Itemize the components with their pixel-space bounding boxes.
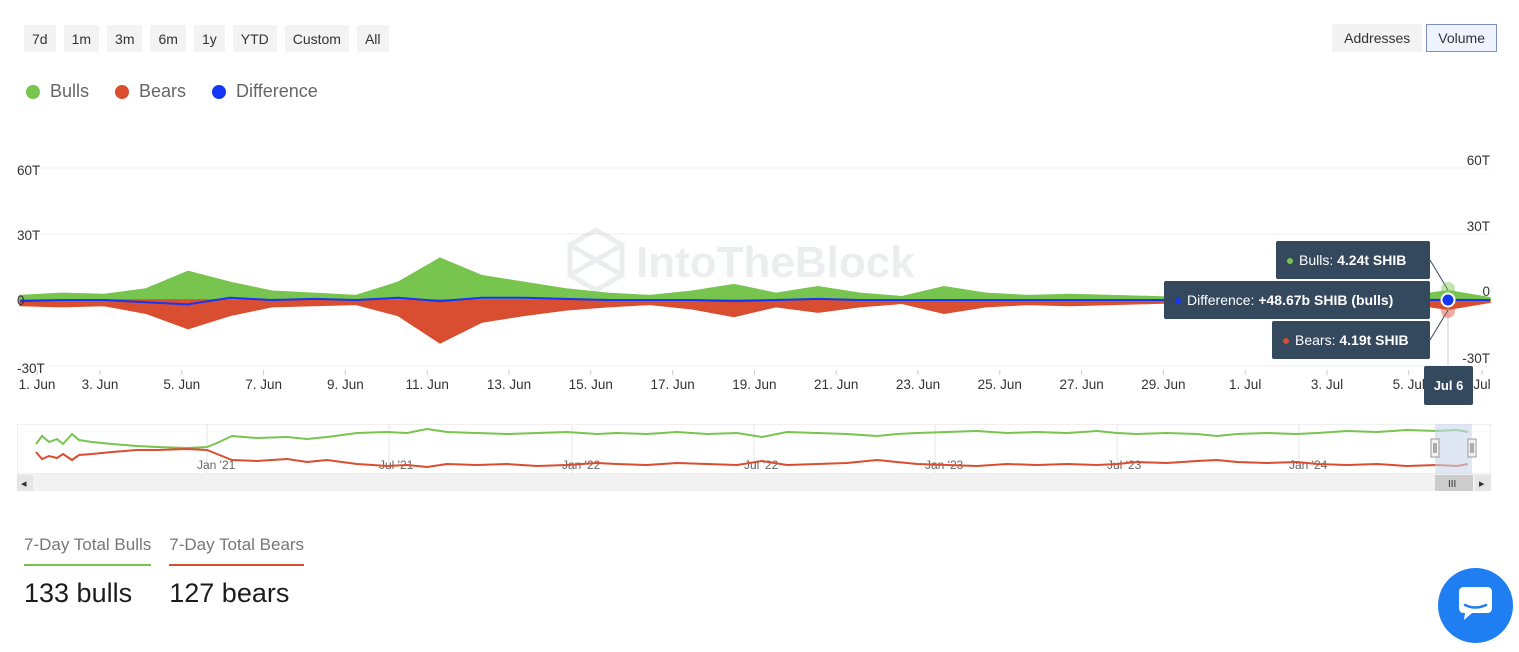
y-left-tick: 30T <box>17 228 40 243</box>
tooltip-bears: Bears: 4.19t SHIB <box>1272 321 1430 359</box>
navigator-selection[interactable] <box>1435 424 1472 474</box>
x-tick-label: 21. Jun <box>814 377 858 392</box>
y-right-tick: -30T <box>1462 351 1490 366</box>
scroll-right-button[interactable] <box>1475 475 1491 491</box>
legend-bulls[interactable]: Bulls <box>26 81 89 102</box>
range-3m-button[interactable]: 3m <box>107 25 143 52</box>
difference-dot-icon <box>1175 298 1181 305</box>
range-custom-button[interactable]: Custom <box>284 25 349 52</box>
navigator-bulls-line <box>35 427 1469 450</box>
x-tick-label: 5. Jul <box>1393 377 1425 392</box>
tooltip-bulls-value: 4.24t SHIB <box>1337 252 1407 268</box>
x-tick-label: 11. Jun <box>406 377 449 392</box>
y-right-tick: 0 <box>1482 284 1490 299</box>
x-tick-label: 19. Jun <box>732 377 776 392</box>
chat-bubble-icon <box>1459 587 1492 620</box>
y-axis-left: 60T 30T 0 -30T <box>17 163 45 376</box>
legend-bears-label: Bears <box>139 81 187 101</box>
tooltip-difference: Difference: +48.67b SHIB (bulls) <box>1164 281 1430 319</box>
range-selector: 7d 1m 3m 6m 1y YTD Custom All <box>24 25 389 52</box>
x-tick-label: 13. Jun <box>487 377 531 392</box>
range-all-button[interactable]: All <box>356 25 389 52</box>
scrollbar-track[interactable] <box>17 475 1491 491</box>
x-tick-label: 3. Jun <box>82 377 119 392</box>
navigator[interactable]: Jan '21 Jul '21 Jan '22 Jul '22 Jan '23 … <box>17 424 1491 492</box>
watermark-text: IntoTheBlock <box>636 238 915 287</box>
legend-bears[interactable]: Bears <box>115 81 186 102</box>
y-left-tick: 0 <box>17 293 25 308</box>
bulls-dot-icon <box>1287 258 1293 265</box>
x-tick-label: 27. Jun <box>1059 377 1103 392</box>
bulls-stat-label: 7-Day Total Bulls <box>24 535 152 566</box>
watermark-logo: IntoTheBlock <box>567 227 915 293</box>
range-1m-button[interactable]: 1m <box>63 25 100 52</box>
x-tick-label: 7. Jun <box>245 377 282 392</box>
x-tick-label: 17. Jun <box>650 377 694 392</box>
bears-dot-icon <box>115 84 130 99</box>
navigator-bears-line <box>35 447 1469 469</box>
bears-hover-marker <box>1441 304 1455 318</box>
tooltip-bulls: Bulls: 4.24t SHIB <box>1276 241 1430 279</box>
legend-difference[interactable]: Difference <box>212 81 318 102</box>
bulls-hover-marker <box>1441 282 1455 296</box>
tooltip-bears-label: Bears: <box>1295 332 1336 348</box>
scrollbar-thumb[interactable] <box>1435 475 1473 491</box>
bears-stat-label: 7-Day Total Bears <box>169 535 305 566</box>
range-1y-button[interactable]: 1y <box>193 25 225 52</box>
legend-difference-label: Difference <box>236 81 318 101</box>
bears-stat-value: 127 bears <box>169 578 290 608</box>
x-tick-label: 1. Jun <box>19 377 56 392</box>
bulls-dot-icon <box>26 84 40 99</box>
y-right-tick: 60T <box>1467 153 1490 168</box>
scroll-left-arrow-icon: ◂ <box>21 477 27 490</box>
difference-hover-marker <box>1440 292 1456 308</box>
x-tick-label: 23. Jun <box>896 377 940 392</box>
bears-dot-icon <box>1283 338 1289 345</box>
scroll-right-arrow-icon: ▸ <box>1479 477 1485 490</box>
range-6m-button[interactable]: 6m <box>150 25 186 52</box>
bulls-stat: 7-Day Total Bulls 133 bulls <box>24 535 152 609</box>
y-left-tick: 60T <box>17 163 40 178</box>
tooltip-bears-value: 4.19t SHIB <box>1339 332 1409 348</box>
chat-button[interactable] <box>1438 568 1513 643</box>
tooltip-connectors <box>1429 259 1449 341</box>
navigator-label: Jan '21 <box>197 458 236 472</box>
navigator-right-handle[interactable] <box>1467 438 1477 458</box>
x-tick-label: 15. Jun <box>569 377 613 392</box>
difference-dot-icon <box>212 84 227 99</box>
bears-stat: 7-Day Total Bears 127 bears <box>169 535 305 609</box>
x-tick-label: 5. Jun <box>163 377 200 392</box>
x-tick-label: 3. Jul <box>1311 377 1343 392</box>
x-tick-label: 29. Jun <box>1141 377 1185 392</box>
x-tick-label: 1. Jul <box>1229 377 1261 392</box>
legend-bulls-label: Bulls <box>50 81 90 101</box>
mode-toggle: Addresses Volume <box>1332 24 1497 52</box>
tooltip-date: Jul 6 <box>1424 366 1473 405</box>
y-left-tick: -30T <box>17 361 45 376</box>
range-7d-button[interactable]: 7d <box>24 25 56 52</box>
x-tick-label: 25. Jun <box>978 377 1022 392</box>
tooltip-difference-value: +48.67b SHIB (bulls) <box>1258 292 1394 308</box>
addresses-button[interactable]: Addresses <box>1332 24 1423 52</box>
seven-day-stats: 7-Day Total Bulls 133 bulls 7-Day Total … <box>24 535 305 609</box>
x-axis: 1. Jun 3. Jun 5. Jun 7. Jun 9. Jun 11. Jun 13.… <box>19 370 1491 392</box>
range-ytd-button[interactable]: YTD <box>232 25 277 52</box>
scroll-left-button[interactable] <box>17 475 33 491</box>
y-axis-right: 60T 30T 0 -30T <box>1462 153 1490 366</box>
chart-legend: Bulls Bears Difference <box>26 81 318 102</box>
y-right-tick: 30T <box>1467 219 1490 234</box>
x-tick-label: 9. Jun <box>327 377 364 392</box>
scrollbar-grip-icon: III <box>1448 479 1456 490</box>
navigator-left-handle[interactable] <box>1430 438 1440 458</box>
volume-button[interactable]: Volume <box>1426 24 1497 52</box>
tooltip-bulls-label: Bulls: <box>1299 252 1334 268</box>
bulls-stat-value: 133 bulls <box>24 578 133 608</box>
tooltip-difference-label: Difference: <box>1187 292 1255 308</box>
x-tick-label: Jul <box>1473 377 1490 392</box>
